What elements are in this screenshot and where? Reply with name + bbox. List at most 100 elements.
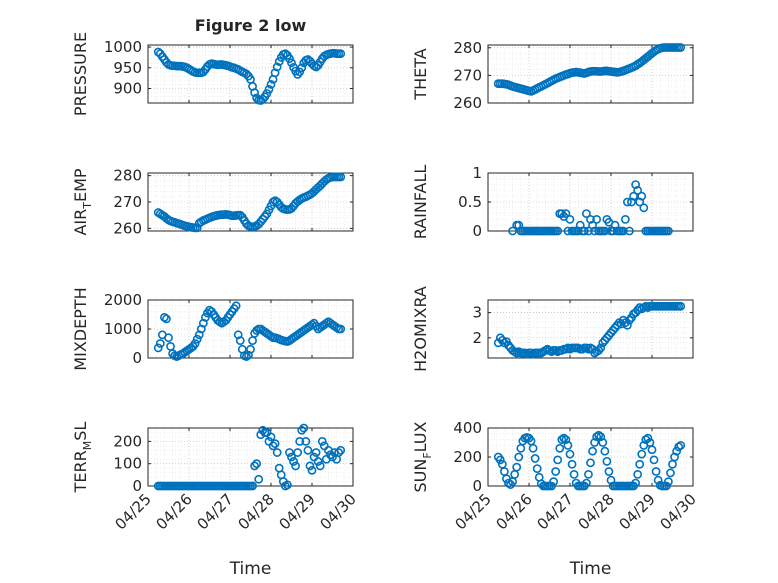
data-point bbox=[567, 459, 577, 469]
data-point bbox=[582, 478, 591, 488]
data-point bbox=[596, 343, 606, 353]
axes-box bbox=[147, 44, 354, 104]
data-point bbox=[336, 324, 346, 334]
y-tick-label: 0 bbox=[132, 349, 142, 367]
data-point bbox=[192, 334, 202, 344]
data-point bbox=[664, 477, 673, 487]
data-point bbox=[649, 455, 659, 465]
y-tick-label: 200 bbox=[113, 432, 142, 450]
data-point bbox=[651, 467, 661, 476]
data-point bbox=[635, 459, 645, 469]
data-point bbox=[514, 452, 524, 462]
y-axis-label-tail: LUX bbox=[411, 421, 430, 452]
data-point bbox=[293, 70, 303, 79]
data-point bbox=[569, 469, 579, 479]
axes-box bbox=[487, 44, 694, 104]
y-axis-label-main: H2OMIXRA bbox=[411, 286, 430, 372]
y-axis-label-subscript: T bbox=[81, 202, 94, 210]
y-axis-label: MIXDEPTH bbox=[71, 287, 90, 370]
data-point bbox=[565, 214, 575, 224]
data-point bbox=[508, 226, 517, 236]
y-axis-label-main: RAINFALL bbox=[411, 165, 430, 240]
y-axis-label: TERRMSL bbox=[71, 422, 94, 494]
y-tick-label: 200 bbox=[453, 448, 482, 466]
data-point bbox=[266, 79, 276, 89]
data-point bbox=[299, 423, 309, 433]
data-point bbox=[555, 443, 565, 453]
y-tick-label: 260 bbox=[453, 94, 482, 112]
data-points bbox=[508, 180, 673, 236]
data-point bbox=[270, 439, 280, 449]
y-tick-label: 2000 bbox=[104, 291, 142, 309]
y-axis-label-main: TERR bbox=[71, 450, 90, 493]
data-point bbox=[633, 469, 643, 479]
data-point bbox=[250, 88, 259, 98]
data-point bbox=[664, 226, 673, 236]
y-tick-label: 0 bbox=[472, 477, 482, 495]
y-tick-label: 1000 bbox=[104, 38, 142, 56]
data-point bbox=[604, 467, 614, 476]
data-point bbox=[235, 210, 245, 220]
data-point bbox=[623, 320, 632, 330]
data-point bbox=[495, 455, 505, 465]
data-point bbox=[563, 226, 573, 236]
data-point bbox=[579, 226, 589, 236]
data-point bbox=[633, 185, 643, 195]
y-axis-label: SUNFLUX bbox=[411, 421, 434, 492]
subplot-1: 900 950 1000 PRESSURE Figure 2 low bbox=[71, 16, 354, 116]
data-point bbox=[643, 433, 653, 443]
y-axis-label-main: AIR bbox=[71, 209, 90, 236]
minor-grid bbox=[148, 427, 353, 487]
data-point bbox=[272, 448, 282, 457]
y-tick-label: 2 bbox=[472, 329, 482, 347]
chart-title: Figure 2 low bbox=[195, 16, 307, 35]
data-point bbox=[600, 446, 610, 456]
data-points bbox=[153, 301, 346, 361]
y-tick-label: 280 bbox=[453, 39, 482, 57]
data-point bbox=[231, 301, 241, 311]
y-axis-label-tail: EMP bbox=[71, 168, 90, 202]
data-point bbox=[582, 209, 591, 218]
data-point bbox=[166, 341, 175, 351]
data-point bbox=[334, 448, 344, 457]
data-point bbox=[301, 436, 311, 446]
y-axis-label: RAINFALL bbox=[411, 165, 430, 240]
data-point bbox=[629, 191, 638, 201]
data-point bbox=[553, 455, 563, 465]
x-tick-label: 04/28 bbox=[575, 490, 618, 533]
y-axis-label-main: PRESSURE bbox=[71, 32, 90, 116]
data-point bbox=[198, 67, 208, 77]
y-tick-label: 400 bbox=[453, 419, 482, 437]
data-points bbox=[493, 301, 686, 359]
data-point bbox=[512, 462, 522, 472]
data-point bbox=[547, 481, 556, 491]
data-point bbox=[565, 449, 575, 459]
y-axis-label-tail: SL bbox=[71, 422, 90, 441]
data-point bbox=[274, 57, 284, 66]
data-point bbox=[336, 445, 346, 455]
data-point bbox=[647, 445, 657, 455]
subplot-3: 260 270 280 AIRTEMP bbox=[71, 167, 354, 237]
data-point bbox=[266, 432, 276, 442]
data-point bbox=[264, 84, 274, 94]
y-tick-label: 950 bbox=[113, 59, 142, 77]
data-point bbox=[584, 469, 593, 479]
y-axis-label: THETA bbox=[411, 48, 430, 100]
data-point bbox=[336, 172, 346, 182]
data-point bbox=[162, 314, 171, 324]
data-point bbox=[282, 480, 292, 490]
data-point bbox=[625, 226, 634, 236]
data-point bbox=[676, 301, 686, 311]
y-tick-label: 270 bbox=[113, 193, 142, 211]
y-tick-label: 1000 bbox=[104, 320, 142, 338]
data-point bbox=[268, 441, 278, 451]
data-point bbox=[600, 226, 610, 236]
data-point bbox=[602, 456, 612, 466]
y-tick-label: 0 bbox=[472, 222, 482, 240]
data-point bbox=[637, 449, 647, 459]
data-point bbox=[200, 312, 210, 322]
subplot-6: 2 3 H2OMIXRA bbox=[411, 286, 694, 372]
data-point bbox=[637, 191, 647, 201]
data-point bbox=[295, 67, 305, 77]
y-tick-label: 900 bbox=[113, 80, 142, 98]
